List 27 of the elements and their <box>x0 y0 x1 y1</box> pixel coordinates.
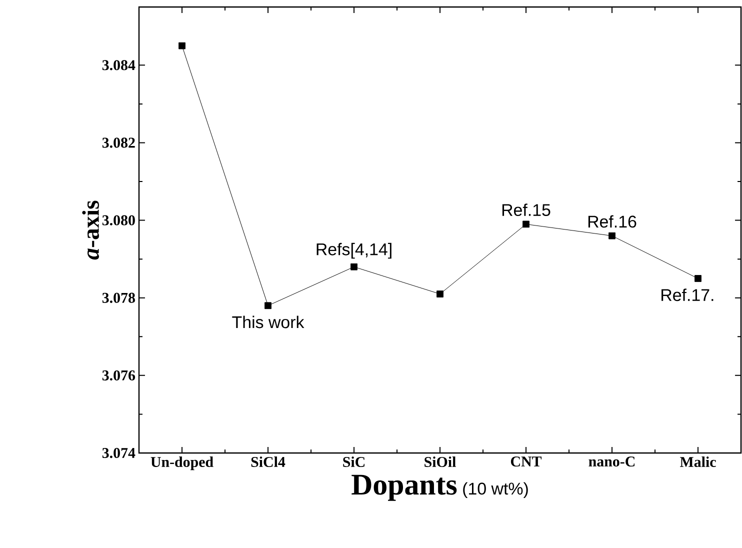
point <box>178 42 186 50</box>
x-tick-label: CNT <box>510 456 542 467</box>
annotation: Ref.16 <box>588 215 636 228</box>
y-tick-label: 3.084 <box>102 60 136 70</box>
y-axis-title: a-axis <box>82 200 100 260</box>
point <box>350 263 358 270</box>
point <box>264 302 272 310</box>
y-tick-label: 3.082 <box>102 138 135 148</box>
y-tick-label: 3.076 <box>102 370 136 381</box>
annotation: Ref.17. <box>662 288 714 302</box>
x-tick-label: SiCl4 <box>251 456 286 468</box>
annotation: Refs[4,14] <box>316 242 392 259</box>
x-tick-label: SiC <box>343 456 364 468</box>
y-tick-label: 3.074 <box>102 448 136 458</box>
point <box>608 232 616 240</box>
x-tick-label: Un-doped <box>150 456 214 470</box>
point <box>522 220 530 228</box>
annotation: This work <box>232 316 304 328</box>
point <box>694 275 702 282</box>
x-tick-label: SiOil <box>424 456 456 468</box>
y-tick-label: 3.080 <box>102 215 135 226</box>
x-tick-label: Malic <box>680 456 716 468</box>
annotation: Ref.15 <box>502 204 550 216</box>
y-tick-label: 3.078 <box>102 292 135 303</box>
x-axis-title: Dopants (10 wt%) <box>352 474 528 501</box>
point <box>436 290 444 298</box>
x-tick-label: nano-C <box>588 456 635 467</box>
